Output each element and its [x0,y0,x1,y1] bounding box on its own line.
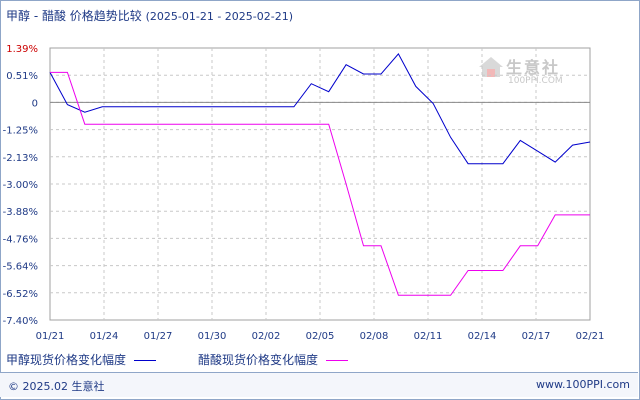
legend-swatch-methanol [134,360,157,361]
watermark-logo: 生意社 100PPI.COM [478,52,578,92]
x-tick-label: 01/27 [144,331,173,342]
series-acetic-acid-line [50,71,590,296]
legend-item-methanol: 甲醇现货价格变化幅度 [6,351,157,368]
legend-item-acetic-acid: 醋酸现货价格变化幅度 [198,351,349,368]
chart-title-range: (2025-01-21 - 2025-02-21) [145,10,294,23]
y-tick-label: -1.25% [3,126,38,137]
line-chart: 1.39% 0.51% 0 -1.25% -2.13% -3.00% -3.88% -4.76… [3,44,605,342]
y-tick-label: -4.76% [3,234,38,245]
chart-legend: 甲醇现货价格变化幅度 醋酸现货价格变化幅度 [6,351,626,367]
x-tick-label: 01/24 [90,331,119,342]
x-tick-label: 01/30 [198,331,227,342]
y-tick-label: -3.00% [3,180,38,191]
x-tick-label: 02/02 [252,331,281,342]
series-methanol-line [49,53,591,165]
y-tick-label: -3.88% [3,207,38,218]
x-tick-label: 02/11 [414,331,443,342]
y-tick-label: -7.40% [3,316,38,327]
y-tick-label: 0.51% [6,71,38,82]
legend-label-methanol: 甲醇现货价格变化幅度 [6,353,127,367]
x-tick-label: 02/17 [522,331,551,342]
series-layer [49,53,591,296]
chart-title-main: 甲醇 - 醋酸 价格趋势比较 [6,9,142,23]
x-tick-label: 02/05 [306,331,335,342]
grid-layer [49,47,591,321]
y-tick-label: -6.52% [3,289,38,300]
legend-label-acetic-acid: 醋酸现货价格变化幅度 [198,353,319,367]
y-tick-labels: 1.39% 0.51% 0 -1.25% -2.13% -3.00% -3.88% -4.76… [3,44,38,327]
y-tick-label: -5.64% [3,262,38,273]
footer-bar: © 2025.02 生意社 www.100PPI.com [0,372,638,397]
x-tick-label: 02/08 [360,331,389,342]
chart-title: 甲醇 - 醋酸 价格趋势比较 (2025-01-21 - 2025-02-21) [6,7,293,24]
legend-swatch-acetic-acid [326,360,349,361]
watermark-subtext: 100PPI.COM [508,76,563,86]
y-tick-label: 0 [32,98,38,109]
x-tick-labels: 01/21 01/24 01/27 01/30 02/02 02/05 02/08 02/11… [36,331,605,342]
x-tick-label: 02/14 [468,331,497,342]
x-tick-label: 02/21 [576,331,605,342]
house-logo-icon [479,57,503,77]
footer-website-link[interactable]: www.100PPI.com [536,378,630,391]
y-tick-label: -2.13% [3,153,38,164]
y-tick-label: 1.39% [6,44,38,55]
footer-copyright: © 2025.02 生意社 [8,380,105,393]
watermark-text: 生意社 [506,58,561,77]
x-tick-label: 01/21 [36,331,65,342]
